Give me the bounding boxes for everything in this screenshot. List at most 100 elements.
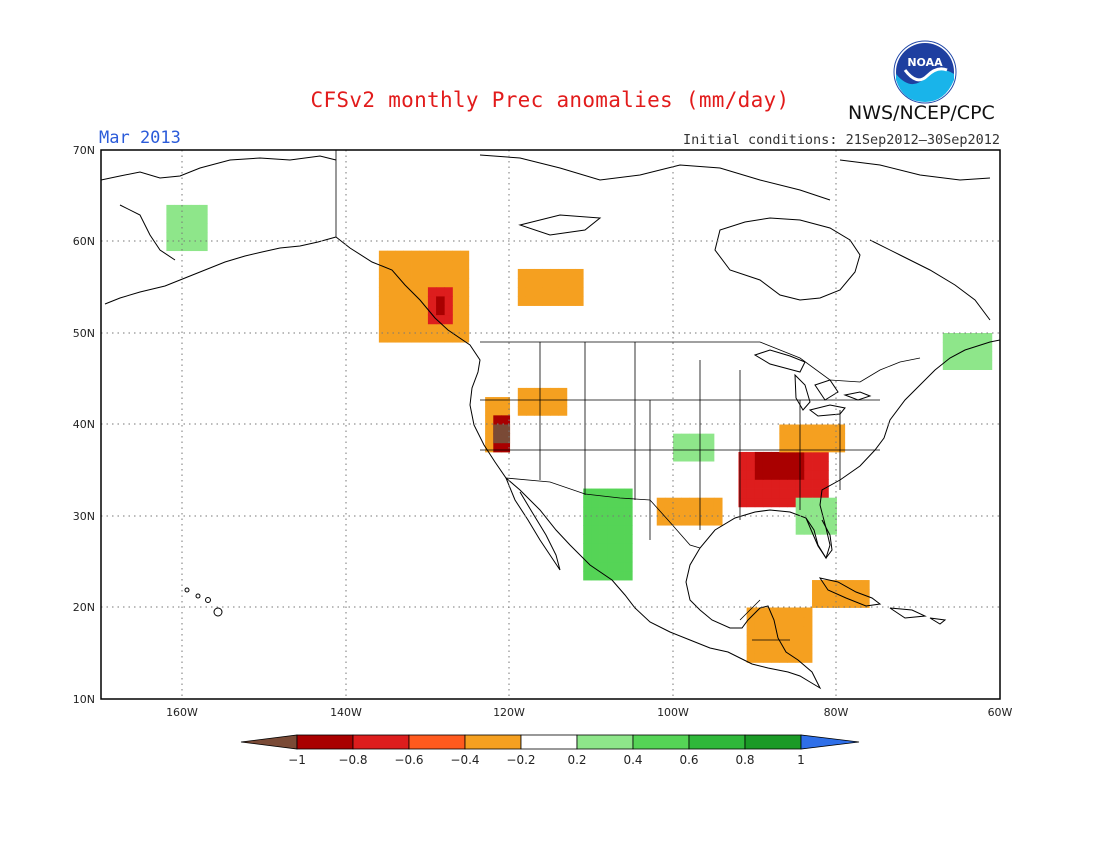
anomaly-cell [591, 552, 600, 563]
anomaly-cell [615, 506, 625, 517]
anomaly-cell [534, 406, 543, 416]
anomaly-cell [591, 561, 600, 572]
anomaly-cell [436, 296, 445, 306]
anomaly-cell [820, 488, 829, 499]
anomaly-cell [444, 314, 453, 325]
lon-label: 60W [988, 706, 1013, 719]
anomaly-cell [485, 406, 494, 416]
anomaly-cell [812, 580, 821, 590]
anomaly-cell [812, 497, 821, 508]
anomaly-cell [525, 387, 535, 398]
anomaly-cell [452, 333, 461, 343]
anomaly-cell [542, 406, 551, 416]
anomaly-cell [697, 506, 707, 517]
anomaly-cell [762, 644, 772, 654]
anomaly-cell [452, 287, 461, 297]
anomaly-cell [199, 223, 208, 233]
anomaly-cell [419, 287, 429, 297]
anomaly-cell [411, 250, 421, 261]
anomaly-cell [575, 268, 584, 279]
anomaly-cell [787, 607, 797, 618]
anomaly-cell [795, 525, 805, 535]
anomaly-cell [395, 268, 404, 279]
anomaly-cell [558, 268, 568, 279]
anomaly-cell [673, 516, 682, 526]
anomaly-cell [779, 488, 788, 499]
anomaly-cell [803, 461, 813, 471]
anomaly-cell [983, 333, 993, 343]
anomaly-cell [762, 616, 772, 627]
anomaly-cell [787, 451, 797, 462]
anomaly-cell [190, 232, 200, 242]
anomaly-cell [427, 323, 437, 334]
anomaly-cell [762, 479, 772, 489]
anomaly-cell [681, 497, 690, 508]
anomaly-cell [436, 250, 445, 261]
anomaly-cell [444, 296, 453, 306]
anomaly-cell [705, 433, 715, 444]
anomaly-cell [419, 278, 429, 288]
anomaly-cell [762, 625, 772, 636]
anomaly-cell [395, 314, 404, 325]
anomaly-cell [395, 296, 404, 306]
anomaly-cell [615, 534, 625, 544]
anomaly-cell [493, 433, 502, 444]
colorbar-label: −0.2 [506, 753, 535, 767]
anomaly-cell [771, 497, 780, 508]
anomaly-cell [689, 451, 699, 462]
anomaly-cell [787, 488, 797, 499]
anomaly-cell [762, 451, 772, 462]
colorbar-label: −0.4 [450, 753, 479, 767]
lat-label: 50N [73, 327, 95, 340]
anomaly-cell [599, 525, 609, 535]
anomaly-cell [542, 278, 551, 288]
anomaly-cell [812, 442, 821, 453]
anomaly-cell [485, 442, 494, 453]
anomaly-cell [812, 451, 821, 462]
anomaly-cell [746, 488, 756, 499]
anomaly-cell [599, 561, 609, 572]
anomaly-cell [460, 333, 470, 343]
anomaly-cell [738, 470, 748, 480]
anomaly-cell [452, 323, 461, 334]
anomaly-cell [403, 296, 412, 306]
anomaly-cell [542, 268, 551, 279]
anomaly-cell [615, 516, 625, 526]
anomaly-cell [607, 534, 617, 544]
anomaly-cell [591, 543, 600, 553]
anomaly-cell [762, 470, 772, 480]
anomaly-cell [705, 516, 715, 526]
anomaly-cell [583, 497, 592, 508]
anomaly-cell [836, 433, 846, 444]
lon-axis-labels: 160W 140W 120W 100W 80W 60W [166, 706, 1012, 719]
anomaly-cell [444, 287, 453, 297]
anomaly-cell [820, 525, 829, 535]
anomaly-cell [395, 333, 404, 343]
anomaly-cell [656, 516, 666, 526]
anomaly-cell [615, 552, 625, 563]
anomaly-cell [436, 333, 445, 343]
anomaly-cell [844, 580, 854, 590]
anomaly-cell [746, 461, 756, 471]
anomaly-cell [942, 360, 952, 370]
lat-label: 20N [73, 601, 95, 614]
anomaly-cell [199, 214, 208, 224]
colorbar-label: 0.2 [567, 753, 586, 767]
anomaly-cell [583, 552, 592, 563]
anomaly-cell [795, 653, 805, 663]
anomaly-cell [779, 433, 788, 444]
anomaly-cell [950, 342, 960, 352]
anomaly-cell [689, 497, 699, 508]
anomaly-cell [501, 433, 511, 444]
lat-label: 60N [73, 235, 95, 248]
anomaly-cell [558, 296, 568, 306]
anomaly-cell [820, 433, 829, 444]
anomaly-cell [607, 525, 617, 535]
anomaly-cell [566, 268, 576, 279]
anomaly-cell [787, 470, 797, 480]
anomaly-cell [403, 268, 412, 279]
anomaly-cell [673, 497, 682, 508]
anomaly-cell [705, 506, 715, 517]
anomaly-cell [852, 580, 862, 590]
anomaly-cell [713, 497, 723, 508]
